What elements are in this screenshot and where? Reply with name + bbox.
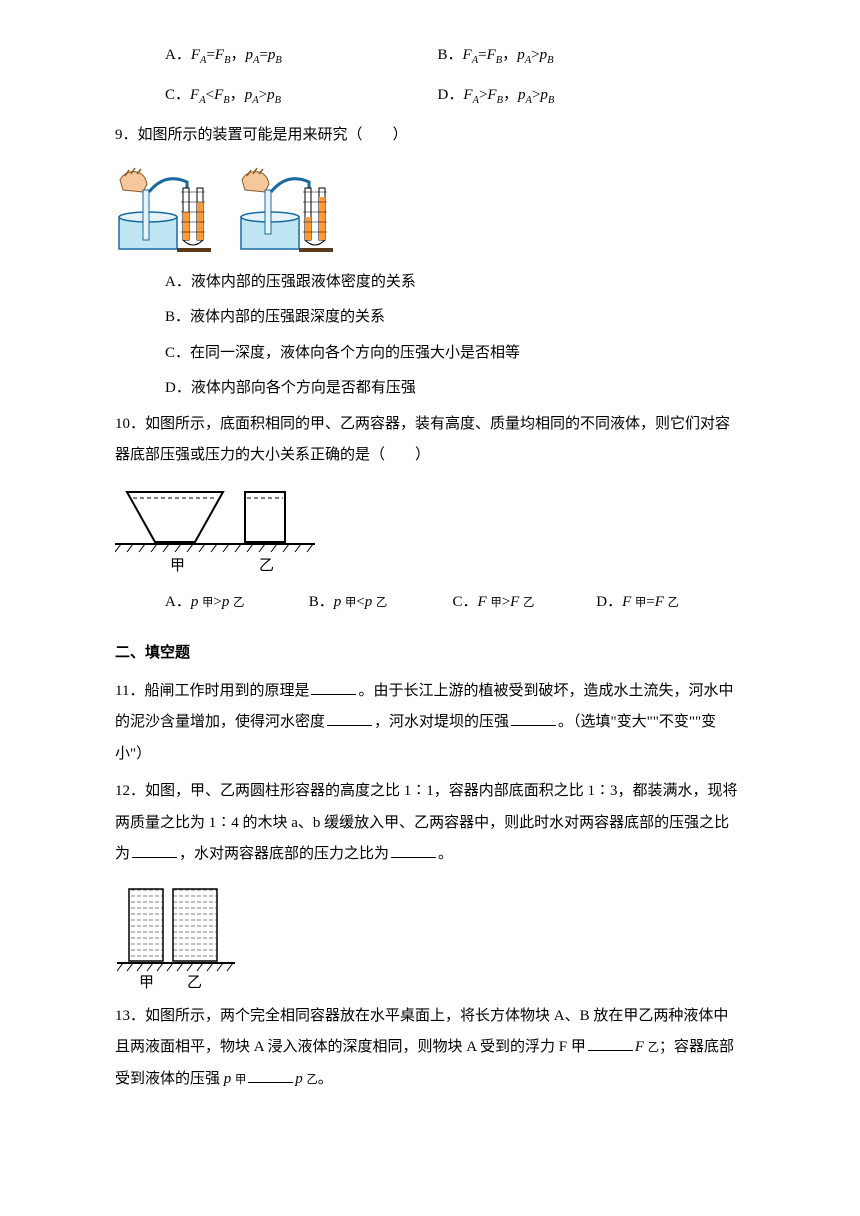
q11-p1: 11．船闸工作时用到的原理是 [115,683,309,699]
q10-option-A: A．p 甲>p 乙 [115,587,309,619]
q12: 12．如图，甲、乙两圆柱形容器的高度之比 1∶1，容器内部底面积之比 1∶3，都… [115,776,740,871]
q10-option-B: B．p 甲<p 乙 [309,587,453,619]
option-C: C．FA<FB，pA>pB [115,80,428,112]
q13: 13．如图所示，两个完全相同容器放在水平桌面上，将长方体物块 A、B 放在甲乙两… [115,1001,740,1096]
q11: 11．船闸工作时用到的原理是。由于长江上游的植被受到破坏，造成水土流失，河水中的… [115,676,740,771]
q9-option-B: B．液体内部的压强跟深度的关系 [115,302,740,334]
q12-label-left: 甲 [139,975,154,991]
prev-options-row-2: C．FA<FB，pA>pB D．FA>FB，pA>pB [115,80,740,112]
q9-option-A: A．液体内部的压强跟液体密度的关系 [115,267,740,299]
q10-options: A．p 甲>p 乙 B．p 甲<p 乙 C．F 甲>F 乙 D．F 甲=F 乙 [115,587,740,619]
q11-blank2 [327,711,372,726]
q13-blank1 [588,1036,633,1051]
q10-label-right: 乙 [259,558,274,574]
q13-p3: p 乙。 [295,1071,333,1087]
pressure-apparatus-icon [115,162,345,257]
q11-blank3 [511,711,556,726]
q12-label-right: 乙 [187,975,202,991]
section2-title: 二、填空题 [115,638,740,670]
q9-figure [115,162,740,257]
q10-option-D: D．F 甲=F 乙 [596,587,740,619]
option-A: A．FA=FB，pA=pB [115,40,428,72]
q9-stem: 9．如图所示的装置可能是用来研究（ ） [115,120,740,152]
q9-option-C: C．在同一深度，液体向各个方向的压强大小是否相等 [115,338,740,370]
containers-icon: 甲 乙 [115,482,325,577]
q13-blank2 [248,1068,293,1083]
q10-stem: 10．如图所示，底面积相同的甲、乙两容器，装有高度、质量均相同的不同液体，则它们… [115,409,740,472]
option-D: D．FA>FB，pA>pB [428,80,741,112]
q12-p2: ，水对两容器底部的压力之比为 [179,846,389,862]
q12-p3: 。 [438,846,453,862]
q12-blank2 [391,843,436,858]
q10-figure: 甲 乙 [115,482,740,577]
q9-option-D: D．液体内部向各个方向是否都有压强 [115,373,740,405]
q11-p3: ，河水对堤坝的压强 [374,714,509,730]
q12-figure: 甲 乙 [115,881,740,991]
prev-options-row-1: A．FA=FB，pA=pB B．FA=FB，pA>pB [115,40,740,72]
q12-blank1 [132,843,177,858]
cylinders-icon: 甲 乙 [115,881,250,991]
option-B: B．FA=FB，pA>pB [428,40,741,72]
q10-option-C: C．F 甲>F 乙 [453,587,597,619]
q10-label-left: 甲 [170,558,185,574]
q11-blank1 [311,680,356,695]
